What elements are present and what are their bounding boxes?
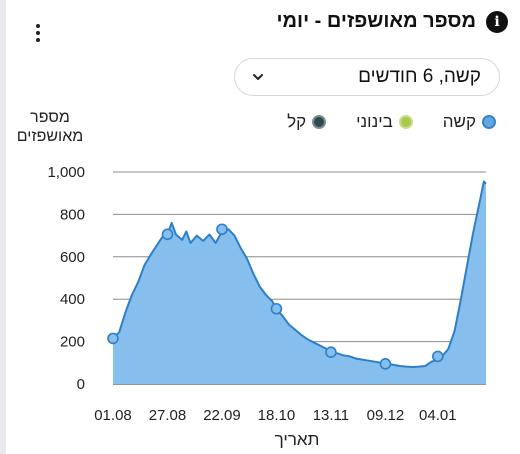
data-point-marker[interactable] [325,346,337,359]
y-tick-label: 1,000 [47,164,85,181]
legend-item-moderate[interactable]: בינוני [356,112,413,132]
dropdown-selected-value: קשה, 6 חודשים [358,66,481,87]
chevron-down-icon [253,74,263,80]
legend-label: קל [287,112,307,131]
y-tick-label: 200 [60,334,85,351]
card-edge [0,0,6,454]
y-tick-label: 800 [60,206,85,223]
data-point-marker[interactable] [216,223,228,236]
y-tick-label: 400 [60,291,85,308]
series-line-severe [112,180,487,368]
x-tick-label: 09.12 [367,407,405,424]
chart-legend: קשה בינוני קל [287,112,496,132]
legend-dot-mild [312,115,327,129]
x-tick-label: 01.08 [94,407,132,424]
x-tick-label: 04.01 [419,407,457,424]
legend-item-severe[interactable]: קשה [443,112,496,132]
y-tick-label: 600 [60,249,85,266]
legend-label: קשה [442,112,476,131]
data-point-marker[interactable] [107,332,119,345]
data-point-marker[interactable] [432,350,444,363]
x-axis-label: תאריך [274,430,320,449]
info-icon[interactable]: i [486,10,508,33]
y-axis-label: מספר מאושפזים [16,109,84,145]
x-tick-label: 22.09 [203,407,241,424]
chart-title: מספר מאושפזים - יומי [276,10,477,32]
data-point-marker[interactable] [270,302,283,315]
y-tick-label: 0 [77,376,85,393]
x-tick-label: 13.11 [313,407,349,424]
legend-label: בינוני [356,112,393,131]
data-point-marker[interactable] [379,358,392,370]
chart-header: מספר מאושפזים - יומי i [276,10,508,33]
period-severity-dropdown[interactable]: קשה, 6 חודשים [234,58,500,96]
legend-dot-severe [482,115,496,129]
x-tick-label: 27.08 [149,407,187,424]
legend-dot-moderate [398,115,413,129]
legend-item-mild[interactable]: קל [287,112,327,132]
kebab-menu-icon[interactable] [28,18,48,48]
x-tick-label: 18.10 [258,407,296,424]
data-point-marker[interactable] [161,228,174,241]
series-area-severe [113,181,486,384]
